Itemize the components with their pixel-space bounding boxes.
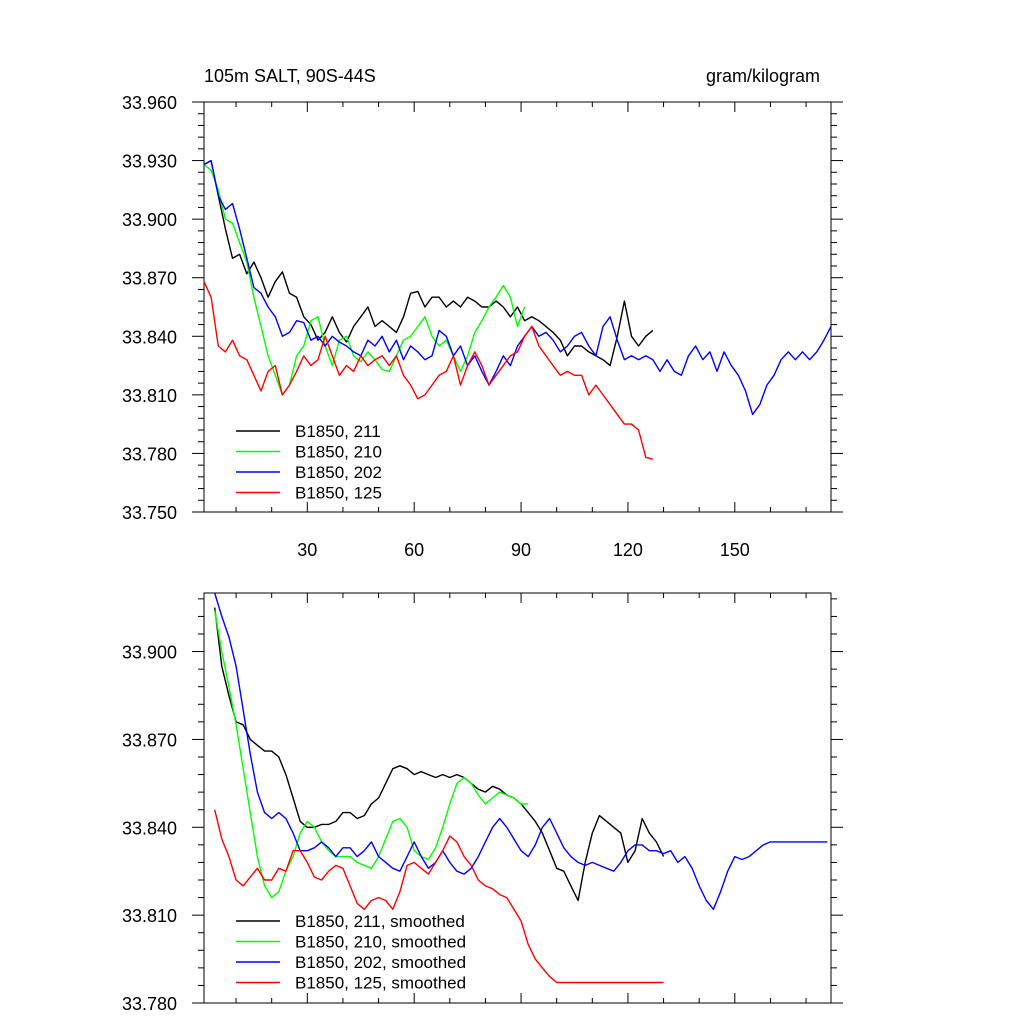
series-line-1 [214, 607, 665, 902]
x-tick-label: 60 [404, 540, 424, 560]
series-line-2 [203, 163, 526, 396]
y-tick-label: 33.780 [122, 444, 177, 464]
series-line-4 [214, 809, 664, 984]
y-tick-label: 33.870 [122, 730, 177, 750]
x-tick-label: 30 [297, 540, 317, 560]
y-tick-label: 33.930 [122, 152, 177, 172]
chart-title-left: 105m SALT, 90S-44S [204, 66, 376, 86]
legend-label: B1850, 210 [295, 443, 382, 462]
y-tick-label: 33.900 [122, 210, 177, 230]
plot-frame [203, 592, 832, 1004]
series-line-3 [214, 592, 828, 910]
series-line-1 [203, 159, 654, 367]
legend: B1850, 211, smoothed B1850, 210, smoothed… [236, 912, 466, 993]
x-tick-label: 120 [613, 540, 643, 560]
legend-label: B1850, 202 [295, 463, 382, 482]
series-line-4 [203, 281, 654, 460]
y-tick-label: 33.900 [122, 643, 177, 663]
y-tick-label: 33.840 [122, 818, 177, 838]
y-tick-label: 33.840 [122, 327, 177, 347]
plot-panel-2: 33.900 33.870 33.840 33.810 33.780 B1850, 211… [122, 592, 843, 1014]
series-line-2 [214, 610, 529, 899]
chart-title-right: gram/kilogram [706, 66, 820, 86]
legend-label: B1850, 211, smoothed [295, 912, 465, 931]
legend-label: B1850, 211 [295, 422, 381, 441]
y-tick-label: 33.750 [122, 503, 177, 523]
y-tick-label: 33.810 [122, 386, 177, 406]
legend-label: B1850, 125, smoothed [295, 974, 466, 993]
y-tick-label: 33.870 [122, 269, 177, 289]
y-tick-label: 33.780 [122, 994, 177, 1014]
legend-label: B1850, 210, smoothed [295, 933, 466, 952]
legend-label: B1850, 125 [295, 484, 382, 503]
plot-frame [203, 101, 832, 513]
legend-label: B1850, 202, smoothed [295, 953, 466, 972]
y-tick-label: 33.960 [122, 93, 177, 113]
x-tick-label: 150 [720, 540, 750, 560]
series-line-3 [203, 159, 832, 416]
y-tick-label: 33.810 [122, 906, 177, 926]
plot-panel-1: 30 60 90 120 150 33.960 33.930 33.900 33.870 33.8… [122, 93, 843, 560]
x-tick-label: 90 [511, 540, 531, 560]
